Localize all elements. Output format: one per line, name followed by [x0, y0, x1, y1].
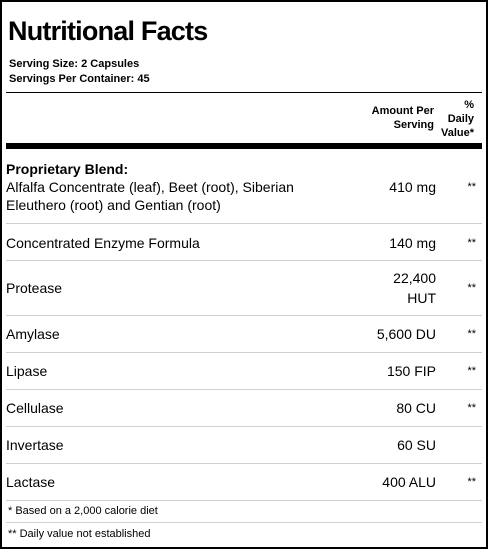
nutrient-dv: ** — [467, 402, 476, 414]
row-separator — [6, 352, 482, 353]
nutrient-row: Amylase 5,600 DU ** — [6, 325, 482, 343]
serving-size: Serving Size: 2 Capsules — [9, 58, 140, 70]
row-separator — [6, 315, 482, 316]
row-separator — [6, 522, 482, 523]
nutrient-row: Lipase 150 FIP ** — [6, 362, 482, 380]
nutrient-row: Protease 22,400 HUT ** — [6, 269, 482, 306]
blend-amount: 410 mg — [389, 179, 436, 195]
nutrient-dv: ** — [467, 365, 476, 377]
proprietary-blend-row: Proprietary Blend: Alfalfa Concentrate (… — [6, 160, 482, 220]
nutrient-row: Invertase 60 SU — [6, 436, 482, 454]
panel-title: Nutritional Facts — [8, 16, 208, 46]
row-separator — [6, 389, 482, 390]
nutrient-row: Cellulase 80 CU ** — [6, 399, 482, 417]
nutrient-dv: ** — [467, 476, 476, 488]
dv-header-line-2: Daily — [447, 113, 474, 125]
amount-header-line-1: Amount Per — [371, 105, 434, 117]
blend-dv: ** — [467, 181, 476, 193]
nutrient-dv: ** — [467, 328, 476, 340]
header-divider — [6, 92, 482, 93]
footnote-daily-value: ** Daily value not established — [8, 528, 151, 540]
nutrient-amount: 5,600 DU — [376, 326, 436, 342]
footnote-calorie-diet: * Based on a 2,000 calorie diet — [8, 505, 158, 517]
nutrient-name: Concentrated Enzyme Formula — [6, 235, 200, 251]
nutrient-amount: 60 SU — [397, 437, 436, 453]
nutrient-name: Cellulase — [6, 400, 64, 416]
blend-line-1: Alfalfa Concentrate (leaf), Beet (root),… — [6, 179, 294, 195]
row-separator — [6, 223, 482, 224]
nutrient-amount: 140 mg — [389, 235, 436, 251]
nutrient-name: Lipase — [6, 363, 48, 379]
nutrient-dv: ** — [467, 282, 476, 294]
nutrient-name: Amylase — [6, 326, 60, 342]
nutrient-name: Protease — [6, 280, 63, 296]
amount-per-serving-header: Amount Per Serving — [354, 104, 434, 132]
nutrient-name: Invertase — [6, 437, 64, 453]
nutrient-amount-line-1: 22,400 — [393, 270, 436, 286]
thick-divider — [6, 143, 482, 149]
nutrient-amount: 400 ALU — [382, 474, 436, 490]
dv-header-line-1: % — [464, 99, 474, 111]
blend-line-2: Eleuthero (root) and Gentian (root) — [6, 197, 221, 213]
nutrient-row: Concentrated Enzyme Formula 140 mg ** — [6, 234, 482, 252]
nutrient-name: Lactase — [6, 474, 56, 490]
nutrient-amount-line-2: HUT — [407, 290, 436, 306]
nutrient-dv: ** — [467, 237, 476, 249]
nutrient-row: Lactase 400 ALU ** — [6, 473, 482, 491]
daily-value-header: % Daily Value* — [430, 98, 474, 140]
nutrient-amount: 80 CU — [396, 400, 436, 416]
blend-title: Proprietary Blend: — [6, 161, 129, 177]
amount-header-line-2: Serving — [393, 119, 434, 131]
row-separator — [6, 500, 482, 501]
dv-header-line-3: Value* — [440, 127, 474, 139]
row-separator — [6, 426, 482, 427]
servings-per-container: Servings Per Container: 45 — [9, 73, 150, 85]
nutrient-amount: 150 FIP — [386, 363, 436, 379]
row-separator — [6, 260, 482, 261]
row-separator — [6, 463, 482, 464]
